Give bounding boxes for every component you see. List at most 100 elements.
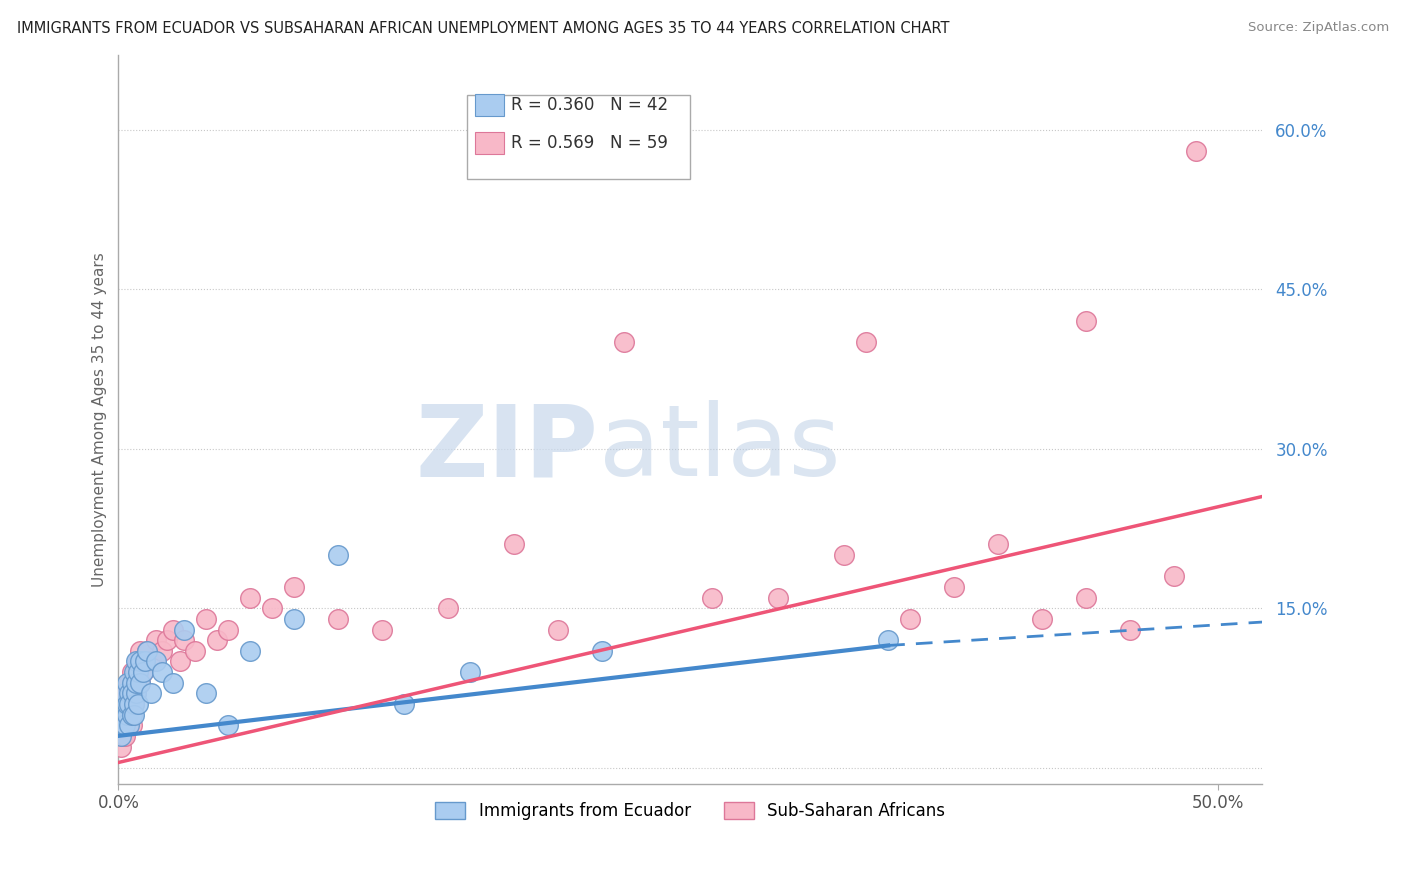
Point [239, 644, 262, 658]
Point [118, 686, 141, 700]
Point [129, 675, 152, 690]
Point [129, 675, 152, 690]
Point [114, 697, 136, 711]
Point [898, 612, 921, 626]
Point [239, 591, 262, 605]
Text: IMMIGRANTS FROM ECUADOR VS SUBSAHARAN AFRICAN UNEMPLOYMENT AMONG AGES 35 TO 44 Y: IMMIGRANTS FROM ECUADOR VS SUBSAHARAN AF… [17, 21, 949, 36]
Point [125, 654, 148, 668]
Point [162, 675, 184, 690]
Point [134, 654, 156, 668]
Point [110, 729, 132, 743]
Point [118, 707, 141, 722]
Point [702, 591, 724, 605]
Point [134, 654, 156, 668]
Point [1119, 623, 1142, 637]
Text: R = 0.360   N = 42: R = 0.360 N = 42 [510, 95, 668, 113]
Point [127, 697, 149, 711]
Point [832, 548, 855, 562]
Point [460, 665, 482, 679]
Point [121, 686, 143, 700]
Point [987, 537, 1010, 551]
Point [115, 675, 138, 690]
Point [118, 697, 141, 711]
Point [118, 675, 141, 690]
Point [121, 707, 143, 722]
Point [141, 654, 163, 668]
Point [1074, 314, 1097, 328]
Point [114, 686, 136, 700]
Text: R = 0.569   N = 59: R = 0.569 N = 59 [510, 134, 668, 152]
Point [125, 675, 148, 690]
Bar [475, 132, 503, 153]
Point [283, 580, 305, 594]
Point [115, 686, 138, 700]
Point [173, 623, 195, 637]
Point [127, 654, 149, 668]
Point [547, 623, 569, 637]
Point [122, 697, 145, 711]
Point [136, 644, 159, 658]
Point [371, 623, 394, 637]
Point [111, 729, 134, 743]
FancyBboxPatch shape [467, 95, 690, 179]
Point [184, 644, 207, 658]
Point [217, 623, 239, 637]
Point [217, 718, 239, 732]
Point [122, 665, 145, 679]
Point [114, 718, 136, 732]
Point [173, 633, 195, 648]
Text: ZIP: ZIP [416, 401, 599, 497]
Point [1031, 612, 1053, 626]
Y-axis label: Unemployment Among Ages 35 to 44 years: Unemployment Among Ages 35 to 44 years [93, 252, 107, 587]
Point [122, 707, 145, 722]
Point [283, 612, 305, 626]
Point [131, 665, 153, 679]
Point [169, 654, 191, 668]
Point [125, 686, 148, 700]
Bar [475, 94, 503, 116]
Point [115, 697, 138, 711]
Point [394, 697, 416, 711]
Text: Source: ZipAtlas.com: Source: ZipAtlas.com [1249, 21, 1389, 34]
Point [110, 739, 132, 754]
Point [118, 718, 141, 732]
Point [145, 654, 167, 668]
Point [152, 644, 174, 658]
Point [122, 675, 145, 690]
Point [766, 591, 789, 605]
Point [125, 665, 148, 679]
Point [118, 697, 141, 711]
Point [877, 633, 900, 648]
Point [152, 665, 174, 679]
Point [195, 686, 218, 700]
Point [115, 718, 138, 732]
Point [111, 707, 134, 722]
Point [145, 633, 167, 648]
Point [115, 707, 138, 722]
Point [121, 718, 143, 732]
Point [1163, 569, 1185, 583]
Point [855, 335, 877, 350]
Point [121, 665, 143, 679]
Point [141, 686, 163, 700]
Point [156, 633, 179, 648]
Point [115, 707, 138, 722]
Point [125, 686, 148, 700]
Point [114, 697, 136, 711]
Point [328, 612, 350, 626]
Point [943, 580, 966, 594]
Point [110, 718, 132, 732]
Point [1185, 144, 1208, 158]
Point [122, 697, 145, 711]
Legend: Immigrants from Ecuador, Sub-Saharan Africans: Immigrants from Ecuador, Sub-Saharan Afr… [429, 795, 952, 826]
Point [121, 686, 143, 700]
Point [114, 729, 136, 743]
Point [162, 623, 184, 637]
Text: atlas: atlas [599, 401, 841, 497]
Point [195, 612, 218, 626]
Point [328, 548, 350, 562]
Point [1074, 591, 1097, 605]
Point [503, 537, 526, 551]
Point [262, 601, 284, 615]
Point [131, 665, 153, 679]
